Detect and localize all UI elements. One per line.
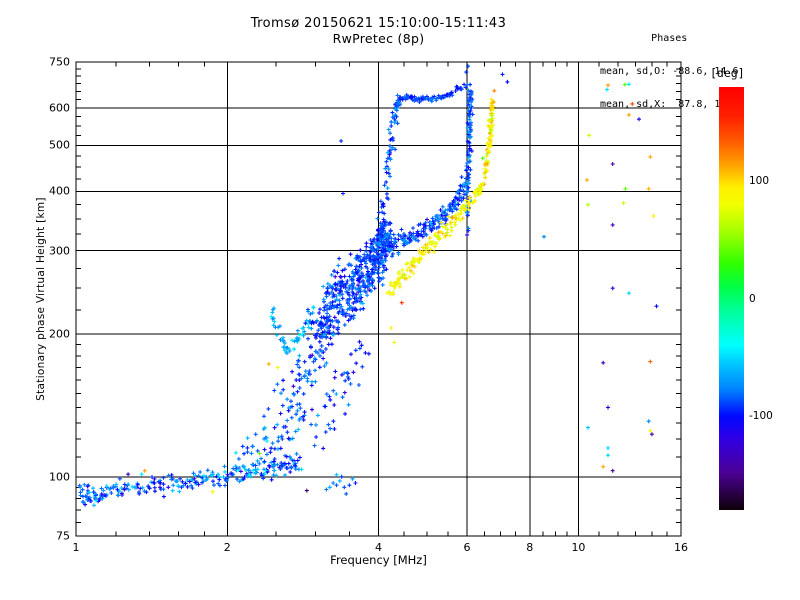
colorbar-unit-label: [deg] [710,66,745,80]
x-tick-label: 4 [375,541,382,554]
y-tick-label: 500 [49,138,70,152]
phase-stats-o-line: mean, sd,O: -88.6, 14.6 [600,66,739,77]
y-tick-label: 300 [49,244,70,258]
colorbar-tick-label: 0 [749,292,756,305]
x-tick-label: 8 [526,541,534,554]
x-tick-label: 6 [463,541,471,554]
y-tick-label: 75 [56,529,70,543]
y-tick-label: 100 [49,470,70,484]
phase-stats-heading: Phases [651,33,688,44]
colorbar-tick-label: 100 [749,175,770,187]
y-tick-label: 750 [49,55,70,69]
plot-title: Tromsø 20150621 15:10:00-15:11:43 [250,16,507,31]
y-axis-label: Stationary phase Virtual Height [km] [35,197,47,401]
y-tick-label: 200 [49,327,70,341]
x-axis-label: Frequency [MHz] [330,553,427,567]
colorbar-tick-label: -100 [749,410,773,422]
x-tick-label: 1 [72,541,80,554]
x-tick-label: 2 [223,541,231,554]
x-tick-label: 10 [571,541,586,554]
y-tick-label: 600 [49,101,70,115]
x-tick-label: 16 [674,541,688,554]
y-tick-label: 400 [49,184,70,198]
plot-subtitle: RwPretec (8p) [332,31,425,46]
phase-stats-x-line: mean, sd,X: 87.8, 15.8 [600,99,739,110]
colorbar [719,87,744,510]
